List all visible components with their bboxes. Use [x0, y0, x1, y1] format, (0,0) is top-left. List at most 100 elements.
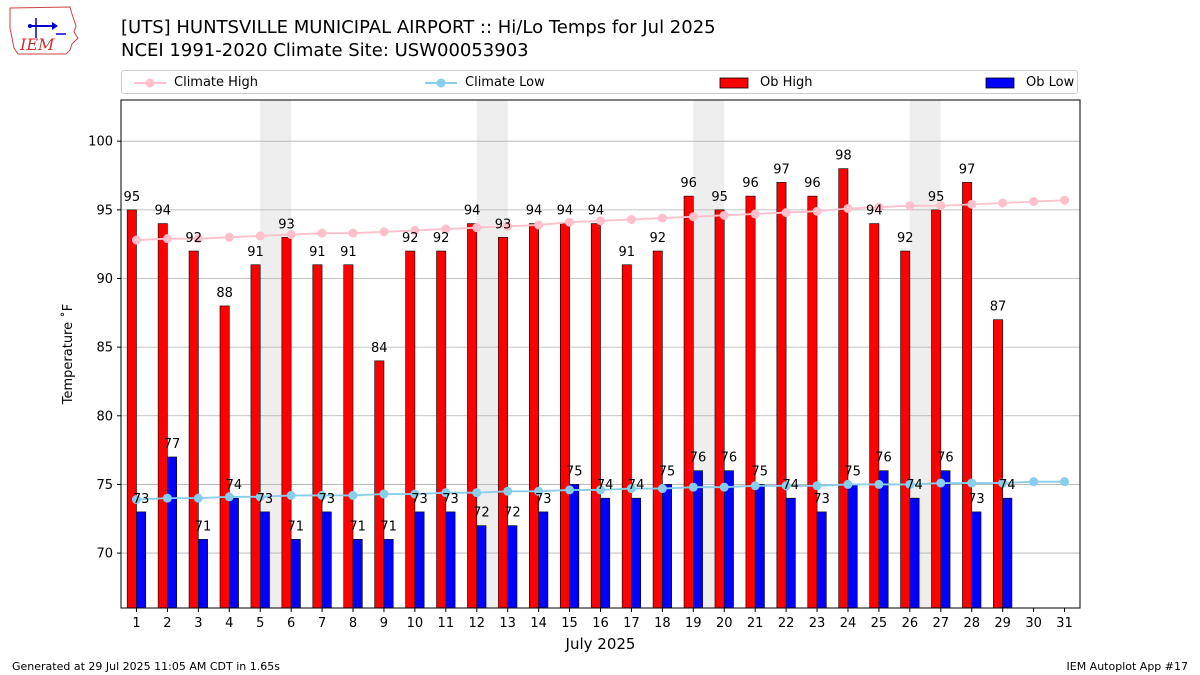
ob-high-label: 94	[866, 204, 883, 219]
ob-low-bar	[167, 456, 177, 609]
x-tick-label: 12	[468, 616, 485, 631]
climate-high-point	[503, 221, 513, 231]
climate-low-point	[317, 490, 327, 500]
ob-low-bar	[816, 511, 827, 609]
ob-low-bar	[1002, 497, 1013, 609]
climate-high-point	[565, 217, 575, 227]
ob-low-label: 74	[906, 478, 923, 493]
climate-high-point	[596, 216, 605, 226]
x-tick-label: 11	[438, 616, 455, 631]
ob-low-label: 71	[195, 519, 212, 534]
x-tick-label: 27	[933, 616, 950, 631]
ob-high-label: 92	[402, 231, 419, 246]
x-tick-label: 20	[716, 616, 733, 631]
legend: Climate High Climate Low Ob High Ob Low	[121, 70, 1078, 94]
ob-high-label: 96	[680, 176, 697, 191]
climate-high-point	[472, 223, 482, 233]
climate-low-point	[874, 479, 884, 489]
ob-high-bar	[621, 264, 632, 609]
iem-logo: IEM	[9, 6, 79, 55]
climate-high-point	[967, 199, 977, 209]
climate-high-point	[534, 220, 544, 230]
ob-high-label: 96	[742, 176, 759, 191]
ob-low-bar	[507, 525, 518, 609]
y-tick-label: 85	[96, 341, 113, 356]
footer-generated: Generated at 29 Jul 2025 11:05 AM CDT in…	[12, 660, 280, 673]
svg-text:IEM: IEM	[19, 35, 55, 54]
ob-high-label: 94	[526, 204, 543, 219]
climate-low-point	[534, 486, 544, 496]
x-tick-label: 25	[871, 616, 888, 631]
ob-low-label: 73	[411, 492, 428, 507]
legend-label: Ob High	[760, 75, 813, 90]
climate-low-point	[348, 490, 358, 500]
ob-low-label: 74	[226, 478, 243, 493]
ob-low-bar	[909, 497, 920, 609]
x-tick-label: 28	[963, 616, 980, 631]
climate-low-point	[503, 486, 513, 496]
climate-high-point	[936, 201, 946, 211]
ob-low-label: 71	[288, 519, 305, 534]
ob-high-label: 93	[278, 217, 295, 232]
ob-low-bar	[569, 484, 580, 609]
ob-low-label: 75	[566, 464, 583, 479]
ob-low-bar	[785, 497, 796, 609]
ob-low-label: 72	[473, 506, 490, 521]
ob-low-label: 73	[813, 492, 830, 507]
ob-low-label: 74	[597, 478, 614, 493]
x-tick-label: 17	[623, 616, 640, 631]
ob-high-bar	[343, 264, 354, 609]
x-tick-label: 1	[132, 616, 140, 631]
ob-high-label: 98	[835, 149, 852, 164]
ob-low-bar	[136, 511, 147, 609]
ob-low-label: 75	[752, 464, 769, 479]
climate-high-point	[131, 235, 141, 245]
climate-high-point	[162, 234, 172, 244]
ob-low-label: 74	[782, 478, 799, 493]
x-tick-label: 4	[225, 616, 233, 631]
legend-label: Climate Low	[465, 75, 545, 90]
climate-low-point	[596, 485, 605, 495]
ob-high-bar	[219, 305, 230, 609]
climate-high-point	[348, 228, 358, 238]
ob-low-label: 74	[628, 478, 645, 493]
climate-low-point	[688, 482, 698, 492]
ob-low-bar	[321, 511, 332, 609]
climate-low-point	[286, 490, 296, 500]
x-tick-label: 18	[654, 616, 671, 631]
climate-low-point	[812, 481, 822, 491]
x-tick-label: 26	[902, 616, 919, 631]
y-tick-label: 75	[96, 478, 113, 493]
ob-low-label: 71	[380, 519, 397, 534]
ob-low-bar	[940, 470, 951, 609]
ob-high-bar	[714, 209, 725, 609]
ob-low-label: 76	[721, 451, 738, 466]
ob-low-bar	[754, 484, 765, 609]
y-tick-label: 80	[96, 409, 113, 424]
ob-low-bar	[352, 539, 363, 609]
x-tick-label: 29	[994, 616, 1011, 631]
ob-high-bar	[559, 223, 570, 609]
y-tick-label: 90	[96, 272, 113, 287]
ob-high-bar	[776, 182, 787, 609]
x-tick-label: 19	[685, 616, 702, 631]
climate-high-point	[224, 232, 234, 242]
ob-low-label: 74	[999, 478, 1016, 493]
ob-low-bar	[445, 511, 456, 609]
ob-high-label: 92	[185, 231, 202, 246]
ob-low-bar	[971, 511, 982, 609]
ob-high-label: 94	[154, 204, 171, 219]
ob-high-bar	[281, 236, 292, 609]
ob-high-bar	[467, 223, 478, 609]
ob-high-label: 92	[649, 231, 666, 246]
x-tick-label: 21	[747, 616, 764, 631]
x-tick-label: 10	[407, 616, 424, 631]
ob-low-bar	[476, 525, 487, 609]
ob-high-label: 96	[804, 176, 821, 191]
ob-high-bar	[188, 250, 199, 609]
ob-high-label: 91	[340, 245, 357, 260]
footer-app: IEM Autoplot App #17	[1066, 660, 1189, 673]
climate-low-point	[998, 478, 1008, 488]
x-axis-label: July 2025	[565, 635, 636, 653]
x-tick-label: 31	[1056, 616, 1073, 631]
